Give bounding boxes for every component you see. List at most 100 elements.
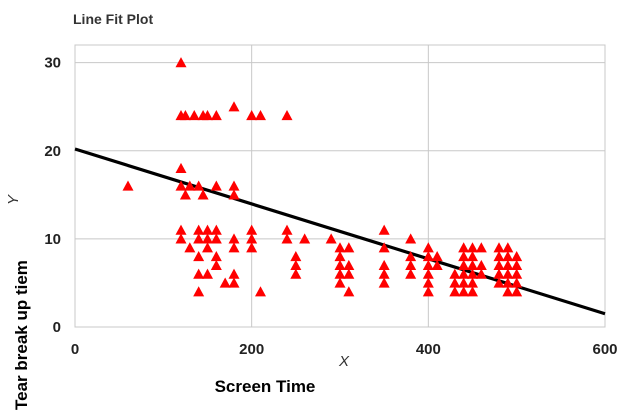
data-point-triangle xyxy=(458,286,470,297)
data-point-triangle xyxy=(467,286,478,297)
y-axis-label: Tear break up tiem xyxy=(12,260,31,410)
data-point-triangle xyxy=(246,224,258,235)
y-tick-label: 30 xyxy=(44,55,61,72)
data-point-triangle xyxy=(228,189,240,200)
data-point-triangle xyxy=(511,251,523,262)
data-point-triangle xyxy=(290,251,302,262)
data-point-triangle xyxy=(467,259,478,270)
data-point-triangle xyxy=(334,268,346,279)
data-point-triangle xyxy=(467,242,478,253)
data-point-triangle xyxy=(475,242,487,253)
x-tick-label: 0 xyxy=(71,341,79,358)
data-point-triangle xyxy=(458,251,470,262)
data-point-triangle xyxy=(228,242,240,253)
data-point-triangle xyxy=(467,277,478,288)
data-point-triangle xyxy=(255,110,266,121)
data-point-triangle xyxy=(378,224,390,235)
data-point-triangle xyxy=(511,259,523,270)
data-point-triangle xyxy=(493,277,505,288)
data-point-triangle xyxy=(179,110,191,121)
data-point-triangle xyxy=(343,259,355,270)
data-point-triangle xyxy=(502,268,514,279)
data-point-triangle xyxy=(475,268,487,279)
data-point-triangle xyxy=(334,259,346,270)
data-point-triangle xyxy=(299,233,311,244)
data-point-triangle xyxy=(219,277,231,288)
data-point-triangle xyxy=(405,251,417,262)
y-tick-labels: 0 10 20 30 xyxy=(44,55,61,336)
data-point-triangle xyxy=(122,180,134,191)
data-point-triangle xyxy=(228,180,240,191)
data-point-triangle xyxy=(246,233,258,244)
data-point-triangle xyxy=(458,259,470,270)
data-point-triangle xyxy=(184,242,196,253)
data-point-triangle xyxy=(334,251,346,262)
x-tick-label: 600 xyxy=(592,341,617,358)
data-point-triangle xyxy=(175,162,187,174)
data-point-triangle xyxy=(246,242,258,253)
data-point-triangle xyxy=(193,251,205,262)
data-point-triangle xyxy=(228,277,240,288)
data-point-triangle xyxy=(290,268,302,279)
data-point-triangle xyxy=(193,180,205,191)
fit-line-group xyxy=(74,147,606,316)
data-point-triangle xyxy=(228,233,240,244)
data-point-triangle xyxy=(422,242,434,253)
data-point-triangle xyxy=(202,268,213,279)
data-point-triangle xyxy=(246,110,258,121)
data-point-triangle xyxy=(210,180,222,191)
data-point-triangle xyxy=(193,224,205,235)
data-point-triangle xyxy=(511,277,523,288)
data-point-triangle xyxy=(422,268,434,279)
data-point-triangle xyxy=(493,251,505,262)
data-point-triangle xyxy=(281,233,293,244)
data-point-triangle xyxy=(228,101,240,112)
y-tick-label: 10 xyxy=(44,231,61,248)
data-point-triangle xyxy=(378,277,390,288)
fit-line xyxy=(74,147,606,316)
y-tick-label: 0 xyxy=(53,319,61,336)
data-point-triangle xyxy=(467,268,478,279)
data-point-triangle xyxy=(502,286,514,297)
data-point-triangle xyxy=(325,233,337,244)
data-point-triangle xyxy=(210,259,222,270)
data-point-triangle xyxy=(228,268,240,279)
data-point-triangle xyxy=(449,277,461,288)
data-point-triangle xyxy=(422,251,434,262)
x-tick-label: 400 xyxy=(416,341,441,358)
data-point-triangle xyxy=(179,189,191,200)
data-point-triangle xyxy=(202,110,213,121)
data-point-triangle xyxy=(493,268,505,279)
data-point-triangle xyxy=(334,277,346,288)
data-point-triangle xyxy=(184,180,196,191)
data-point-triangle xyxy=(202,224,213,235)
data-point-triangle xyxy=(458,277,470,288)
data-point-triangle xyxy=(431,251,443,262)
data-point-triangle xyxy=(502,259,514,270)
data-point-triangle xyxy=(193,233,205,244)
data-point-triangle xyxy=(449,286,461,297)
data-point-triangle xyxy=(175,233,187,244)
data-point-triangle xyxy=(188,110,200,121)
data-point-triangle xyxy=(290,259,302,270)
x-tick-label: 200 xyxy=(239,341,264,358)
data-point-triangle xyxy=(210,251,222,262)
data-point-triangle xyxy=(431,259,443,270)
data-point-triangle xyxy=(502,242,514,253)
data-point-triangle xyxy=(422,259,434,270)
data-point-triangle xyxy=(405,259,417,270)
data-point-triangle xyxy=(202,242,213,253)
data-point-triangle xyxy=(449,268,461,279)
data-point-triangle xyxy=(511,268,523,279)
x-axis-symbol: X xyxy=(338,353,350,370)
data-point-triangle xyxy=(197,189,209,200)
data-point-triangle xyxy=(175,180,187,191)
data-point-triangle xyxy=(458,242,470,253)
data-point-triangle xyxy=(493,259,505,270)
data-point-triangle xyxy=(281,110,293,121)
data-point-triangle xyxy=(343,286,355,297)
x-tick-labels: 0 200 400 600 xyxy=(71,341,618,358)
grid xyxy=(74,44,606,328)
data-point-triangle xyxy=(193,286,205,297)
